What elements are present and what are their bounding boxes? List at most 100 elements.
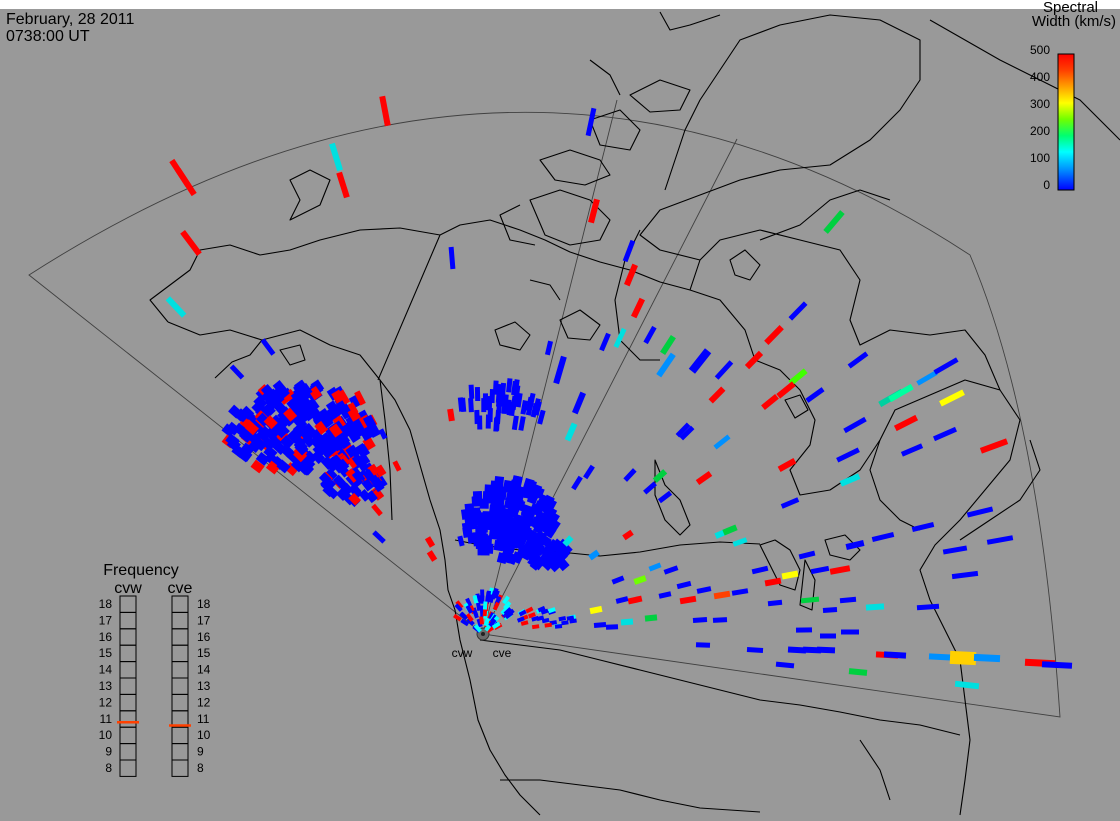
radar-echo (454, 603, 463, 612)
radar-echo (253, 395, 268, 410)
radar-echo (276, 459, 291, 474)
radar-echo (648, 562, 662, 572)
radar-echo (392, 460, 402, 472)
radar-echo (348, 483, 362, 497)
radar-echo (319, 441, 334, 457)
radar-echo (562, 535, 574, 547)
radar-echo (561, 620, 569, 626)
radar-echo (298, 382, 313, 398)
radar-echo (585, 107, 597, 137)
frequency-scale-cve: 18 17 16 15 14 13 12 11 10 9 8 (169, 595, 211, 777)
frequency-scale-cell (119, 759, 137, 777)
radar-echo (371, 503, 383, 517)
radar-echo (492, 516, 503, 528)
radar-echo (502, 595, 510, 605)
radar-echo (845, 539, 865, 551)
frequency-scale-label: 9 (105, 745, 112, 759)
radar-echo (367, 424, 381, 439)
frequency-scale-label: 11 (197, 712, 210, 726)
colorbar-title-line2: Width (km/s) (1032, 13, 1116, 30)
radar-echo (511, 551, 524, 565)
radar-echo (234, 408, 250, 423)
map-background (0, 9, 1120, 821)
radar-echo (534, 544, 546, 556)
radar-echo (504, 611, 514, 620)
radar-echo (520, 486, 533, 499)
frequency-scale-label: 13 (197, 679, 211, 693)
radar-echo (225, 433, 240, 448)
radar-echo (829, 565, 851, 575)
radar-echo (615, 596, 629, 604)
frequency-scale-label: 9 (197, 745, 204, 759)
radar-echo (491, 621, 501, 630)
radar-echo (263, 415, 278, 430)
radar-echo (800, 596, 820, 604)
frequency-scale-label: 14 (197, 663, 211, 677)
radar-echo (354, 390, 366, 406)
radar-echo (505, 552, 518, 566)
radar-echo (865, 603, 885, 611)
radar-echo (488, 528, 499, 540)
frequency-radar-label-cve: cve (168, 580, 193, 597)
radar-echo (688, 348, 712, 374)
radar-echo (529, 558, 542, 571)
radar-echo (457, 535, 465, 547)
radar-echo (260, 384, 275, 399)
radar-echo (663, 565, 679, 575)
radar-echo (264, 427, 279, 442)
radar-echo (311, 433, 326, 448)
radar-echo-layer (165, 95, 1073, 690)
radar-echo (544, 497, 557, 511)
radar-echo (939, 389, 965, 407)
radar-echo (643, 325, 657, 345)
frequency-scale-label: 18 (197, 597, 211, 611)
radar-echo (484, 484, 494, 495)
radar-echo (525, 546, 537, 559)
radar-echo (314, 420, 329, 435)
radar-echo (900, 443, 924, 457)
radar-echo (761, 393, 779, 411)
radar-echo (713, 434, 731, 450)
radar-echo (459, 611, 468, 621)
radar-echo (270, 390, 285, 406)
radar-echo (180, 230, 202, 256)
radar-echo (351, 470, 365, 483)
radar-echo (229, 364, 245, 380)
radar-echo (805, 387, 825, 403)
radar-echo (475, 593, 481, 602)
radar-echo (1041, 661, 1073, 669)
radar-echo (310, 379, 325, 394)
radar-echo (503, 601, 512, 610)
radar-echo (540, 535, 552, 548)
radar-echo (322, 484, 336, 498)
radar-echo (511, 415, 519, 431)
radar-echo (731, 588, 749, 596)
frequency-panel: Frequency cvw cve 18 17 16 15 14 13 12 11 10 9 8 1… (99, 562, 211, 777)
time-label: 0738:00 UT (6, 28, 90, 45)
frequency-scale-label: 10 (197, 728, 211, 742)
radar-echo (473, 623, 482, 633)
radar-echo (539, 514, 553, 529)
radar-echo (488, 594, 495, 603)
radar-echo (362, 468, 375, 482)
radar-echo (823, 210, 845, 234)
radar-echo (495, 504, 506, 516)
radar-echo (345, 445, 360, 460)
radar-echo (261, 437, 276, 451)
radar-echo (490, 480, 501, 492)
radar-echo (660, 334, 676, 356)
radar-echo (495, 409, 501, 425)
radar-echo (933, 426, 957, 442)
radar-echo (472, 609, 479, 619)
radar-echo (348, 492, 362, 506)
radar-echo (656, 352, 676, 378)
frequency-scale-label: 8 (105, 761, 112, 775)
radar-echo (521, 516, 534, 529)
radar-echo (486, 493, 496, 504)
date-label: February, 28 2011 (6, 11, 134, 28)
radar-echo (822, 607, 838, 613)
radar-echo (286, 397, 301, 412)
radar-echo (764, 577, 782, 587)
radar-echo (293, 448, 308, 463)
radar-echo (692, 617, 708, 623)
